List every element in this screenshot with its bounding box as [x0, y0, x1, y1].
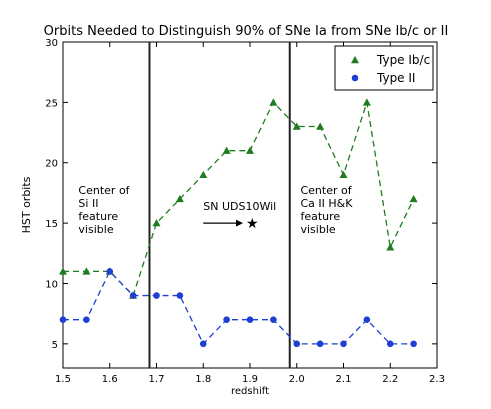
- legend-label: Type II: [376, 71, 415, 85]
- legend-marker-triangle: [351, 56, 359, 64]
- x-tick-label: 1.7: [149, 374, 165, 385]
- annotation-1: Center of Ca II H&K feature visible: [300, 184, 353, 236]
- data-point: [409, 194, 418, 203]
- data-point: [270, 316, 277, 324]
- annotation-line: Center of: [78, 184, 130, 197]
- data-point: [316, 122, 325, 130]
- data-point: [386, 243, 395, 251]
- data-point: [83, 316, 90, 324]
- x-tick-label: 2.1: [336, 374, 352, 385]
- chart-title: Orbits Needed to Distinguish 90% of SNe …: [44, 24, 449, 39]
- x-tick-label: 1.9: [242, 374, 258, 385]
- y-tick-label: 30: [45, 38, 58, 49]
- data-point: [363, 316, 371, 324]
- data-point: [176, 292, 184, 299]
- data-point: [340, 340, 347, 348]
- sn-marker-group: SN UDS10Wil ★: [203, 200, 276, 232]
- annotation-line: Center of: [300, 184, 352, 197]
- data-point: [223, 316, 230, 324]
- data-point: [246, 316, 254, 324]
- data-point: [152, 219, 161, 227]
- data-point: [199, 340, 207, 348]
- data-point: [316, 340, 324, 348]
- y-tick-label: 5: [52, 340, 58, 351]
- annotation-line: Ca II H&K: [300, 197, 353, 210]
- annotation-line: visible: [78, 223, 113, 236]
- y-tick-label: 25: [45, 98, 58, 109]
- x-tick-label: 2.3: [429, 374, 445, 385]
- x-axis-label: redshift: [231, 386, 269, 397]
- data-point: [339, 170, 348, 179]
- series-points: [59, 98, 418, 348]
- annotation-line: Si II: [78, 197, 98, 210]
- data-point: [269, 98, 278, 106]
- legend-marker-circle: [351, 74, 359, 82]
- x-tick-label: 1.8: [195, 374, 211, 385]
- data-point: [59, 267, 67, 275]
- series-line-1: [63, 270, 414, 345]
- data-point: [222, 146, 231, 154]
- data-point: [106, 268, 114, 275]
- y-axis-label: HST orbits: [20, 176, 33, 233]
- data-point: [293, 340, 301, 348]
- data-point: [153, 292, 160, 299]
- y-tick-label: 10: [45, 279, 58, 290]
- x-axis: 1.5 1.6 1.7 1.8 1.9 2.0 2.1 2.2 2.3: [55, 42, 445, 385]
- x-tick-label: 2.2: [382, 374, 398, 385]
- sn-arrowhead: [235, 219, 243, 227]
- annotation-0: Center of Si II feature visible: [78, 184, 130, 236]
- data-point: [410, 340, 417, 348]
- data-point: [246, 146, 254, 154]
- data-point: [292, 122, 301, 130]
- y-tick-label: 20: [45, 159, 58, 170]
- x-tick-label: 1.6: [102, 374, 118, 385]
- annotation-line: feature: [78, 210, 118, 223]
- x-tick-label: 1.5: [55, 374, 71, 385]
- x-tick-label: 2.0: [289, 374, 305, 385]
- data-point: [362, 98, 371, 106]
- vertical-lines: [148, 42, 291, 368]
- y-axis: 5 10 15 20 25 30: [45, 38, 437, 351]
- sn-star-icon: ★: [246, 216, 259, 232]
- sn-label: SN UDS10Wil: [203, 200, 276, 213]
- data-point: [59, 316, 67, 324]
- legend-label: Type Ib/c: [376, 53, 430, 67]
- data-point: [199, 170, 208, 179]
- legend-box: [334, 45, 434, 91]
- series-lines: [63, 101, 415, 345]
- annotation-line: visible: [300, 223, 335, 236]
- data-point: [129, 292, 137, 299]
- legend: Type Ib/c Type II: [334, 45, 434, 91]
- data-point: [386, 340, 394, 348]
- annotation-line: feature: [300, 210, 340, 223]
- y-tick-label: 15: [45, 219, 58, 230]
- data-point: [82, 267, 91, 275]
- data-point: [175, 194, 184, 203]
